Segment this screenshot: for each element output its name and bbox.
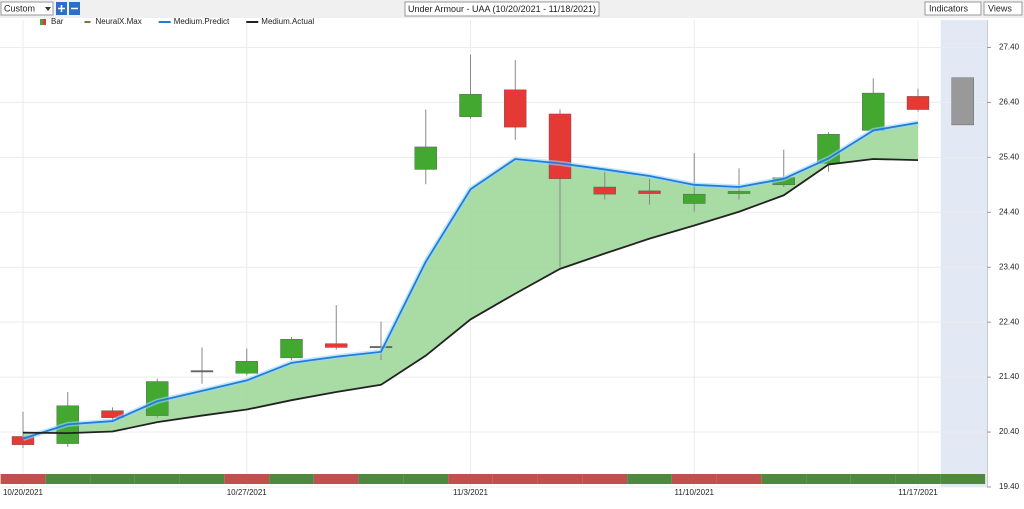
candle-body <box>325 343 348 348</box>
y-tick-label: 27.40 <box>999 43 1020 52</box>
legend-label: Bar <box>51 17 64 26</box>
chart-title: Under Armour - UAA (10/20/2021 - 11/18/2… <box>408 4 596 14</box>
signal-strip-cell <box>224 474 270 484</box>
signal-strip-cell <box>761 474 807 484</box>
x-tick-label: 10/20/2021 <box>3 488 44 497</box>
x-tick-label: 11/3/2021 <box>453 488 489 497</box>
views-dropdown[interactable] <box>983 1 1023 16</box>
signal-strip-cell <box>492 474 538 484</box>
title-box <box>404 1 600 17</box>
candle-body <box>638 190 661 194</box>
legend-label: NeuralX.Max <box>95 17 141 26</box>
preset-label: Custom <box>4 3 35 13</box>
candle-body <box>548 113 572 179</box>
y-tick-label: 19.40 <box>999 482 1020 491</box>
signal-strip-cell <box>537 474 583 484</box>
plus-icon <box>58 5 65 12</box>
indicators-label: Indicators <box>929 3 969 13</box>
signal-strip-cell <box>179 474 225 484</box>
signal-strip-cell <box>895 474 941 484</box>
y-tick-label: 25.40 <box>999 152 1020 161</box>
candle-body <box>235 360 258 374</box>
signal-strip-cell <box>716 474 762 484</box>
signal-strip-cell <box>0 474 46 484</box>
preset-dropdown[interactable] <box>0 1 54 16</box>
views-label: Views <box>988 3 1012 13</box>
candle-body <box>951 77 974 126</box>
signal-strip-cell <box>313 474 359 484</box>
y-tick-label: 21.40 <box>999 372 1020 381</box>
series-line <box>22 158 919 435</box>
x-tick-label: 11/17/2021 <box>898 488 938 497</box>
y-tick-label: 26.40 <box>999 98 1020 107</box>
signal-strip-cell <box>940 474 986 484</box>
signal-strip-cell <box>134 474 180 484</box>
signal-strip-cell <box>448 474 493 484</box>
legend-label: Medium.Actual <box>261 17 314 26</box>
signal-strip-cell <box>582 474 628 484</box>
legend-swatch <box>43 19 46 25</box>
candle-body <box>683 193 706 204</box>
indicators-dropdown[interactable] <box>924 1 982 16</box>
candle-body <box>414 146 437 170</box>
x-tick-label: 10/27/2021 <box>227 488 268 497</box>
candle-body <box>727 191 751 194</box>
y-tick-label: 20.40 <box>999 427 1020 436</box>
candle-body <box>190 370 214 373</box>
legend-label: Medium.Predict <box>174 17 230 26</box>
signal-strip-cell <box>806 474 851 484</box>
signal-strip-cell <box>358 474 404 484</box>
signal-strip-cell <box>90 474 135 484</box>
candle-body <box>459 93 482 117</box>
signal-strip-cell <box>627 474 672 484</box>
series-line <box>22 121 919 440</box>
candle-body <box>862 92 885 131</box>
candle-body <box>504 89 527 128</box>
dropdown-arrow <box>45 7 51 11</box>
candle-body <box>906 96 930 110</box>
candle-body <box>593 186 616 195</box>
y-tick-label: 22.40 <box>999 317 1020 326</box>
signal-strip-cell <box>45 474 91 484</box>
legend-swatch <box>40 19 43 25</box>
signal-strip-cell <box>671 474 717 484</box>
legend-swatch <box>87 21 91 23</box>
y-tick-label: 23.40 <box>999 262 1020 271</box>
x-tick-label: 11/10/2021 <box>675 488 715 497</box>
signal-strip-cell <box>269 474 314 484</box>
signal-strip-cell <box>403 474 449 484</box>
signal-strip-cell <box>850 474 896 484</box>
y-tick-label: 24.40 <box>999 207 1020 216</box>
candle-body <box>280 339 303 359</box>
